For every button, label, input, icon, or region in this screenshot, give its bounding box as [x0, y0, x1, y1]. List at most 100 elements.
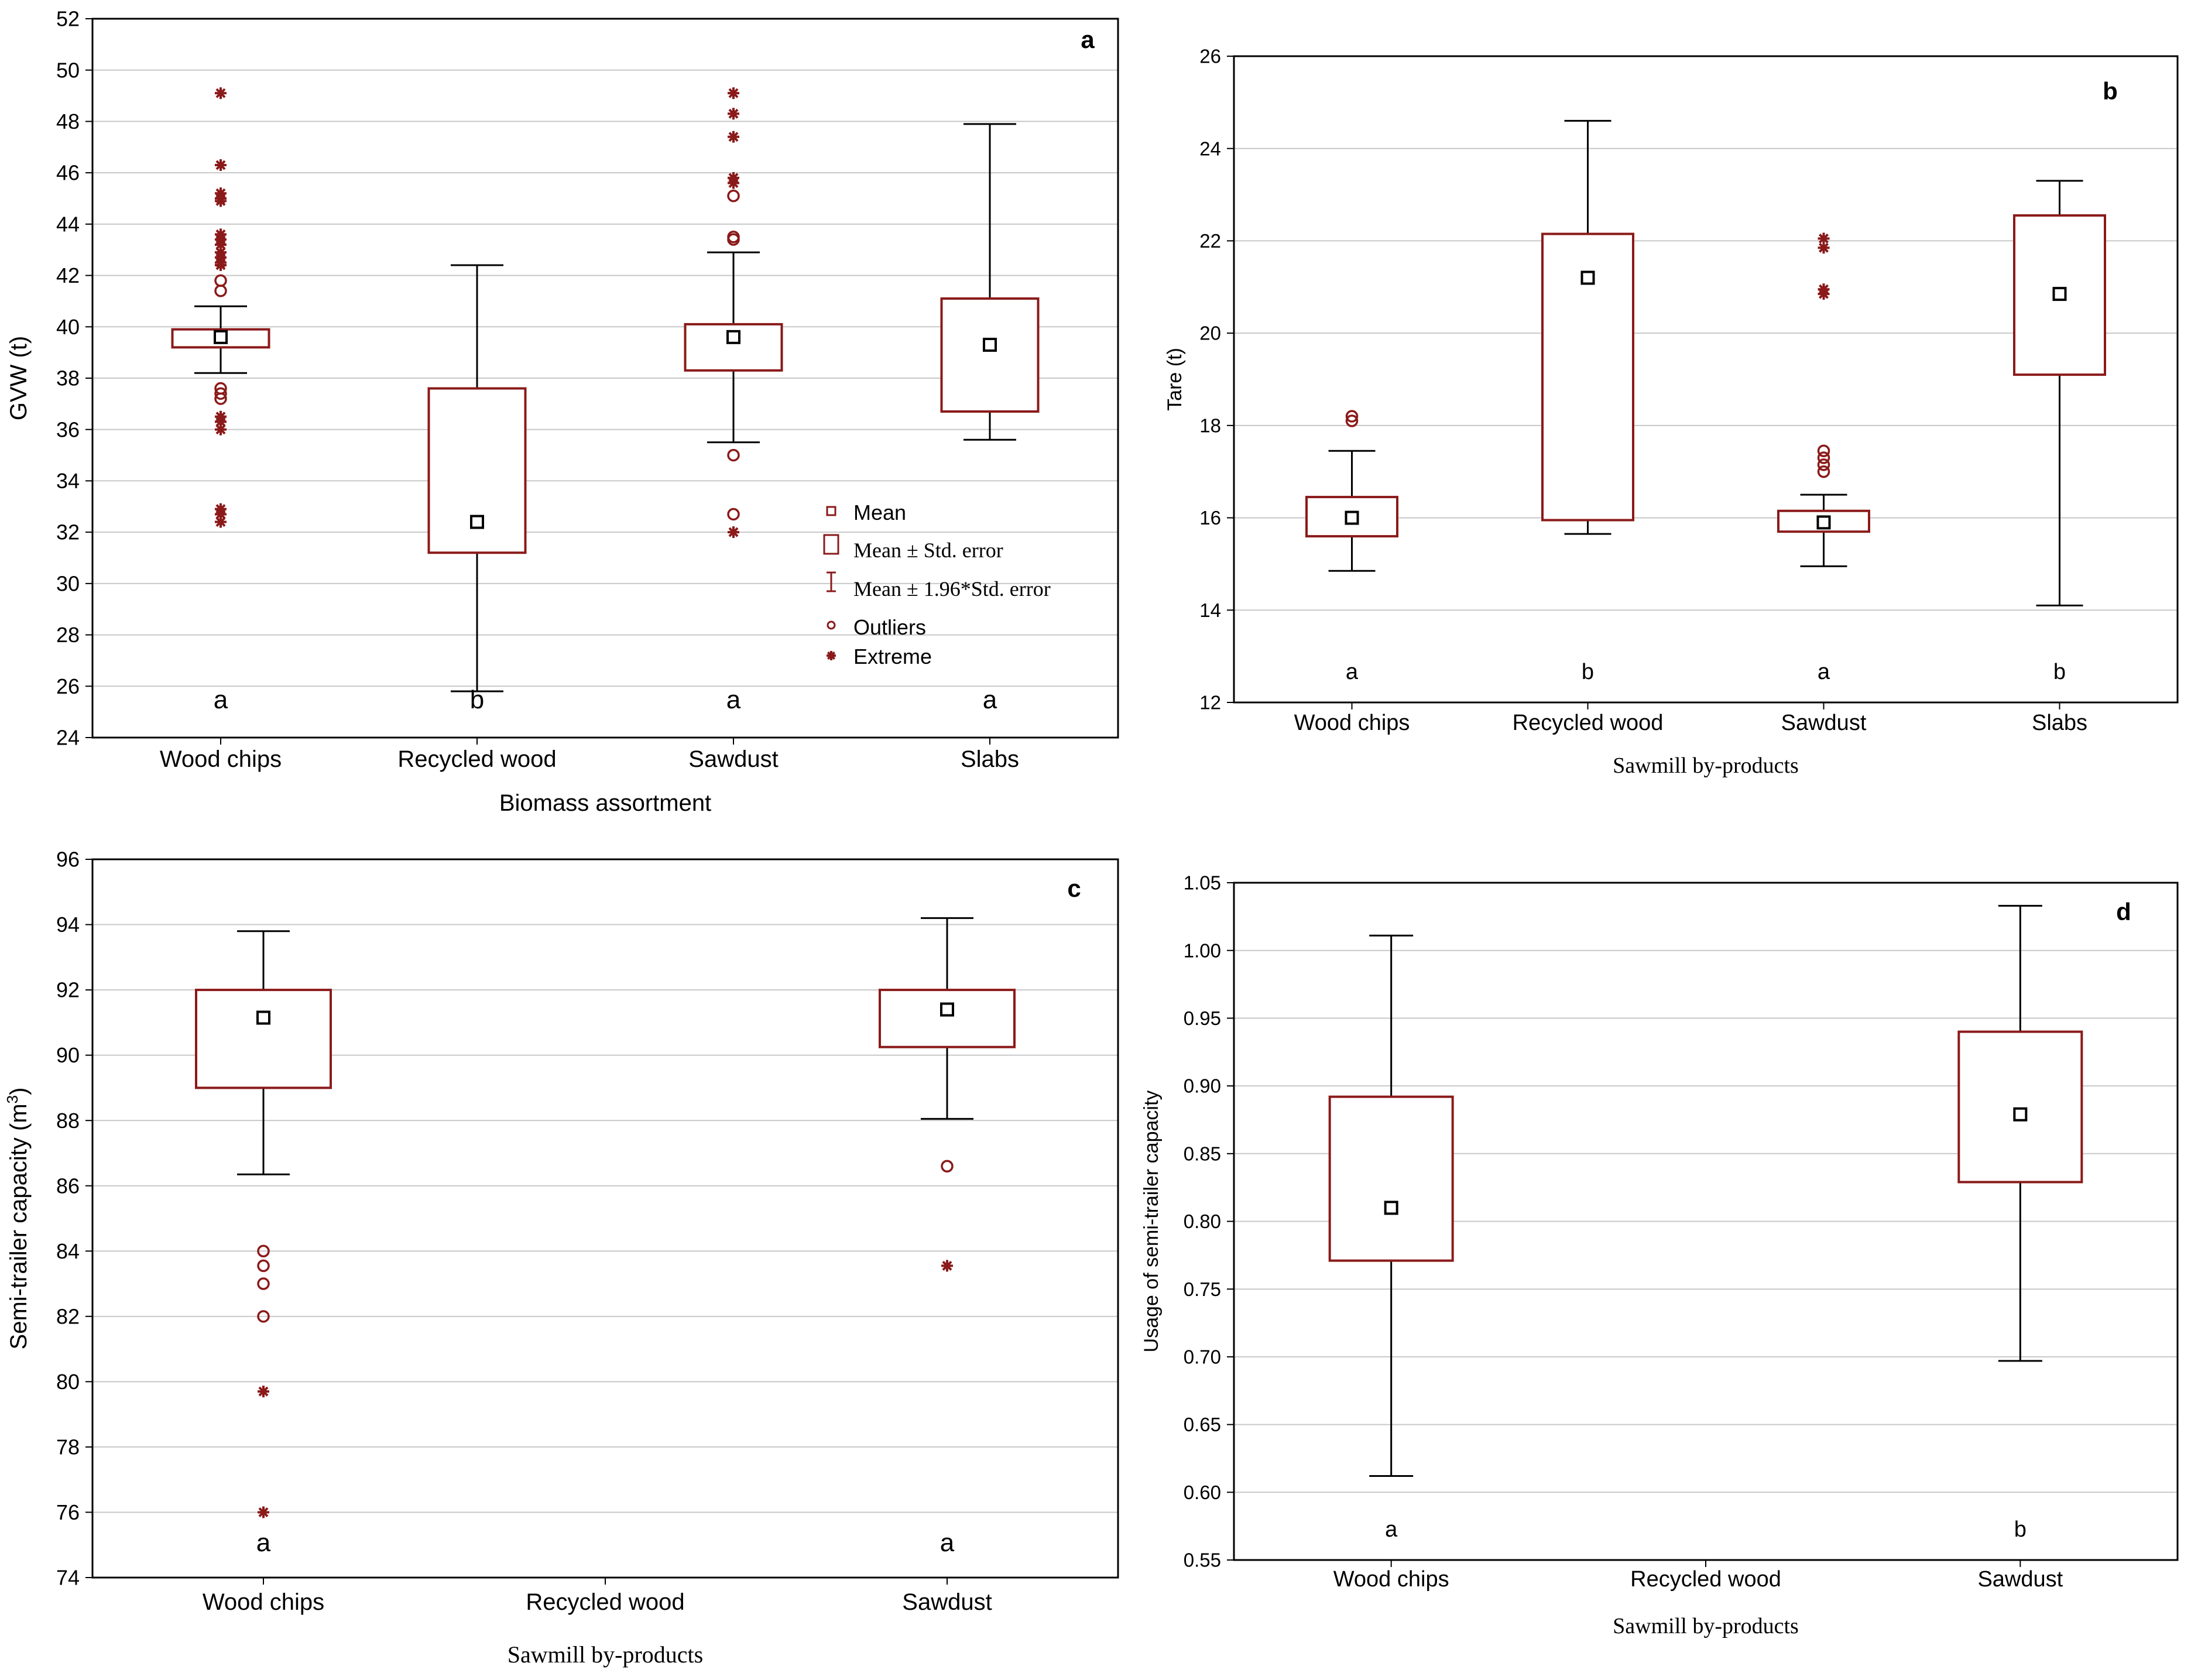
- y-tick-label: 20: [1199, 323, 1221, 344]
- legend-box-icon: [823, 534, 839, 555]
- extreme-point: [1818, 288, 1830, 300]
- mean-marker: [214, 330, 228, 344]
- significance-letter: a: [1346, 660, 1359, 684]
- extreme-point: [215, 238, 227, 251]
- box-series: a: [195, 930, 332, 1557]
- y-tick-label: 24: [56, 726, 80, 750]
- y-tick-label: 38: [56, 366, 80, 390]
- y-tick-label: 1.05: [1184, 872, 1221, 894]
- mean-marker: [470, 515, 484, 529]
- x-category-label: Slabs: [2032, 711, 2087, 735]
- legend-item-label: Mean: [853, 500, 906, 524]
- outlier-point: [257, 1310, 270, 1323]
- outlier-point: [727, 189, 740, 203]
- outlier-point: [257, 1244, 270, 1258]
- y-tick-label: 0.95: [1184, 1007, 1221, 1029]
- y-tick-label: 92: [56, 978, 80, 1002]
- panel-b: 12 14 16 18 20 22 24 26 Wood chips Recycled wood S…: [1164, 46, 2179, 778]
- outlier-point: [727, 233, 740, 246]
- y-tick-label: 46: [56, 161, 80, 185]
- y-axis-label-sup: 3: [4, 1095, 21, 1103]
- outlier-point: [727, 508, 740, 521]
- legend: Mean Mean ± Std. error Mean ± 1.96*Std. er…: [823, 500, 1051, 668]
- y-axis-label-end: ): [6, 1088, 32, 1095]
- y-tick-label: 28: [56, 623, 80, 647]
- y-tick-label: 32: [56, 520, 80, 544]
- outlier-point: [1345, 410, 1359, 423]
- box-series: a: [940, 123, 1040, 714]
- panel-label: c: [1067, 875, 1081, 902]
- x-category-label: Sawdust: [1977, 1567, 2063, 1592]
- panel-d: 0.55 0.60 0.65 0.70 0.75 0.80 0.85 0.90 0.95 1.00…: [1140, 872, 2179, 1638]
- y-tick-label: 26: [56, 674, 80, 698]
- extreme-point: [215, 516, 227, 528]
- y-tick-label: 78: [56, 1435, 80, 1459]
- outlier-point: [1817, 465, 1830, 478]
- y-tick-label: 34: [56, 469, 80, 493]
- mean-marker: [2013, 1107, 2028, 1122]
- y-tick-label: 80: [56, 1370, 80, 1394]
- se-box: [940, 297, 1040, 413]
- x-category-label: Recycled wood: [1630, 1567, 1781, 1592]
- extreme-point: [258, 1386, 269, 1398]
- box-series: a: [684, 87, 783, 714]
- y-tick-label: 22: [1199, 230, 1221, 252]
- y-tick-label: 1.00: [1184, 940, 1221, 961]
- y-tick-label: 26: [1199, 46, 1221, 67]
- outlier-point: [214, 387, 227, 400]
- significance-letter: a: [940, 1528, 955, 1557]
- mean-marker: [983, 337, 997, 352]
- x-category-label: Sawdust: [688, 746, 778, 772]
- box-series: b: [2013, 180, 2106, 684]
- panel-label: a: [1081, 26, 1095, 53]
- mean-marker: [2052, 287, 2067, 301]
- y-tick-label: 52: [56, 7, 80, 31]
- outlier-point: [214, 274, 227, 287]
- y-tick-label: 50: [56, 58, 80, 82]
- extreme-point: [728, 177, 739, 189]
- mean-marker: [940, 1002, 954, 1017]
- y-tick-label: 40: [56, 315, 80, 339]
- y-tick-label: 90: [56, 1043, 80, 1067]
- y-axis-label: GVW (t): [6, 336, 32, 420]
- extreme-point: [215, 423, 227, 436]
- extreme-point: [728, 87, 739, 100]
- y-tick-label: 0.90: [1184, 1075, 1221, 1097]
- y-tick-label: 86: [56, 1174, 80, 1198]
- x-category-label: Wood chips: [203, 1589, 324, 1615]
- x-category-label: Sawdust: [1781, 711, 1867, 735]
- y-axis-label: Usage of semi-trailer capacity: [1140, 1091, 1163, 1353]
- y-tick-label: 88: [56, 1109, 80, 1133]
- y-tick-label: 74: [56, 1566, 80, 1590]
- panel-c: 74 76 78 80 82 84 86 88 90 92 94 96 Wood chips Recycl…: [4, 848, 1119, 1668]
- panel-a: 24 26 28 30 32 34 36 38 40 42 44 46 48 50 52 Wood chips…: [6, 7, 1119, 816]
- box-series: a: [1305, 410, 1398, 684]
- significance-letter: a: [214, 685, 228, 714]
- y-axis-label: Tare (t): [1164, 348, 1186, 411]
- legend-item-label: Extreme: [853, 644, 932, 668]
- significance-letter: a: [1385, 1517, 1398, 1542]
- extreme-point: [215, 508, 227, 520]
- legend-item-label: Outliers: [853, 615, 926, 639]
- box-series: a: [1777, 232, 1870, 684]
- box-series: b: [1541, 119, 1634, 684]
- box-series: b: [1957, 904, 2083, 1542]
- y-tick-label: 0.80: [1184, 1211, 1221, 1232]
- mean-marker: [1816, 515, 1831, 530]
- plot-frame: [91, 18, 1119, 739]
- extreme-point: [941, 1260, 953, 1272]
- box-series: b: [427, 264, 527, 714]
- y-tick-label: 14: [1199, 599, 1221, 621]
- significance-letter: a: [1818, 660, 1830, 684]
- y-tick-label: 82: [56, 1304, 80, 1328]
- y-axis-label-text: GVW (t): [6, 336, 32, 420]
- panel-label: b: [2103, 77, 2118, 105]
- mean-marker: [1345, 510, 1359, 525]
- mean-marker: [256, 1010, 270, 1025]
- x-category-label: Sawdust: [902, 1589, 992, 1615]
- x-category-label: Wood chips: [160, 746, 282, 772]
- legend-item-label: Mean ± Std. error: [853, 539, 1003, 562]
- outlier-point: [727, 448, 740, 462]
- y-tick-label: 24: [1199, 138, 1221, 159]
